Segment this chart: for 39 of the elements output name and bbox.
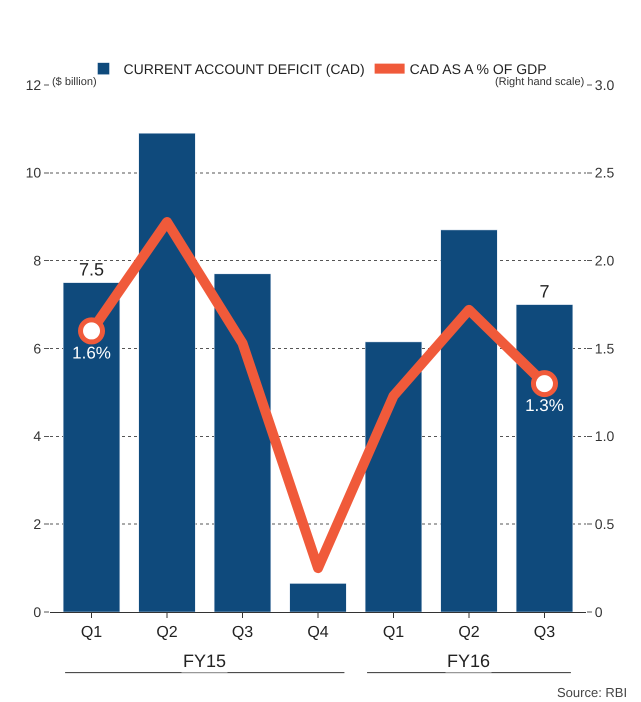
x-tick-label: Q3: [232, 624, 254, 642]
x-tick-label: Q3: [534, 624, 556, 642]
legend-label: CAD AS A % OF GDP: [410, 61, 547, 78]
y2-tick-label: 2.5: [594, 164, 614, 181]
y-tick-label: 12: [26, 76, 42, 93]
y2-tick-label: 0.5: [594, 516, 614, 532]
y-tick-label: 6: [33, 340, 42, 356]
x-tick-label: Q1: [382, 624, 404, 642]
y2-tick-label: 3.0: [594, 76, 614, 93]
y2-tick-label: 0: [594, 604, 603, 620]
y-tick-label: 0: [33, 604, 42, 620]
y-tick-label: 2: [33, 516, 42, 532]
y2-tick-label: 1.5: [594, 340, 614, 356]
y-tick-label: 4: [33, 428, 42, 444]
bar: [364, 342, 422, 612]
y-tick-label: 10: [26, 164, 42, 181]
bar: [289, 583, 347, 612]
bar: [214, 274, 272, 612]
y2-tick-label: 2.0: [594, 252, 614, 269]
data-label: 1.6%: [72, 343, 111, 362]
y2-axis-title: (Right hand scale): [495, 76, 584, 88]
x-tick-label: Q2: [458, 624, 480, 642]
data-label: 1.3%: [525, 396, 564, 416]
text: FY16: [447, 651, 490, 671]
text: FY15: [183, 651, 226, 671]
bar: [440, 230, 498, 612]
x-tick-label: Q1: [80, 624, 102, 642]
y-axis-title: ($ billion): [52, 76, 97, 88]
bar: [62, 282, 120, 612]
bar: [138, 133, 196, 612]
y-tick-label: 8: [33, 252, 42, 269]
bar: [516, 304, 574, 612]
legend-label: CURRENT ACCOUNT DEFICIT (CAD): [124, 61, 365, 78]
data-label: 7: [539, 282, 550, 302]
y2-tick-label: 1.0: [594, 428, 614, 444]
source-note: Source: RBI: [557, 685, 628, 700]
x-tick-label: Q4: [307, 624, 329, 642]
x-tick-label: Q2: [156, 624, 178, 642]
data-label: 7.5: [79, 260, 104, 280]
